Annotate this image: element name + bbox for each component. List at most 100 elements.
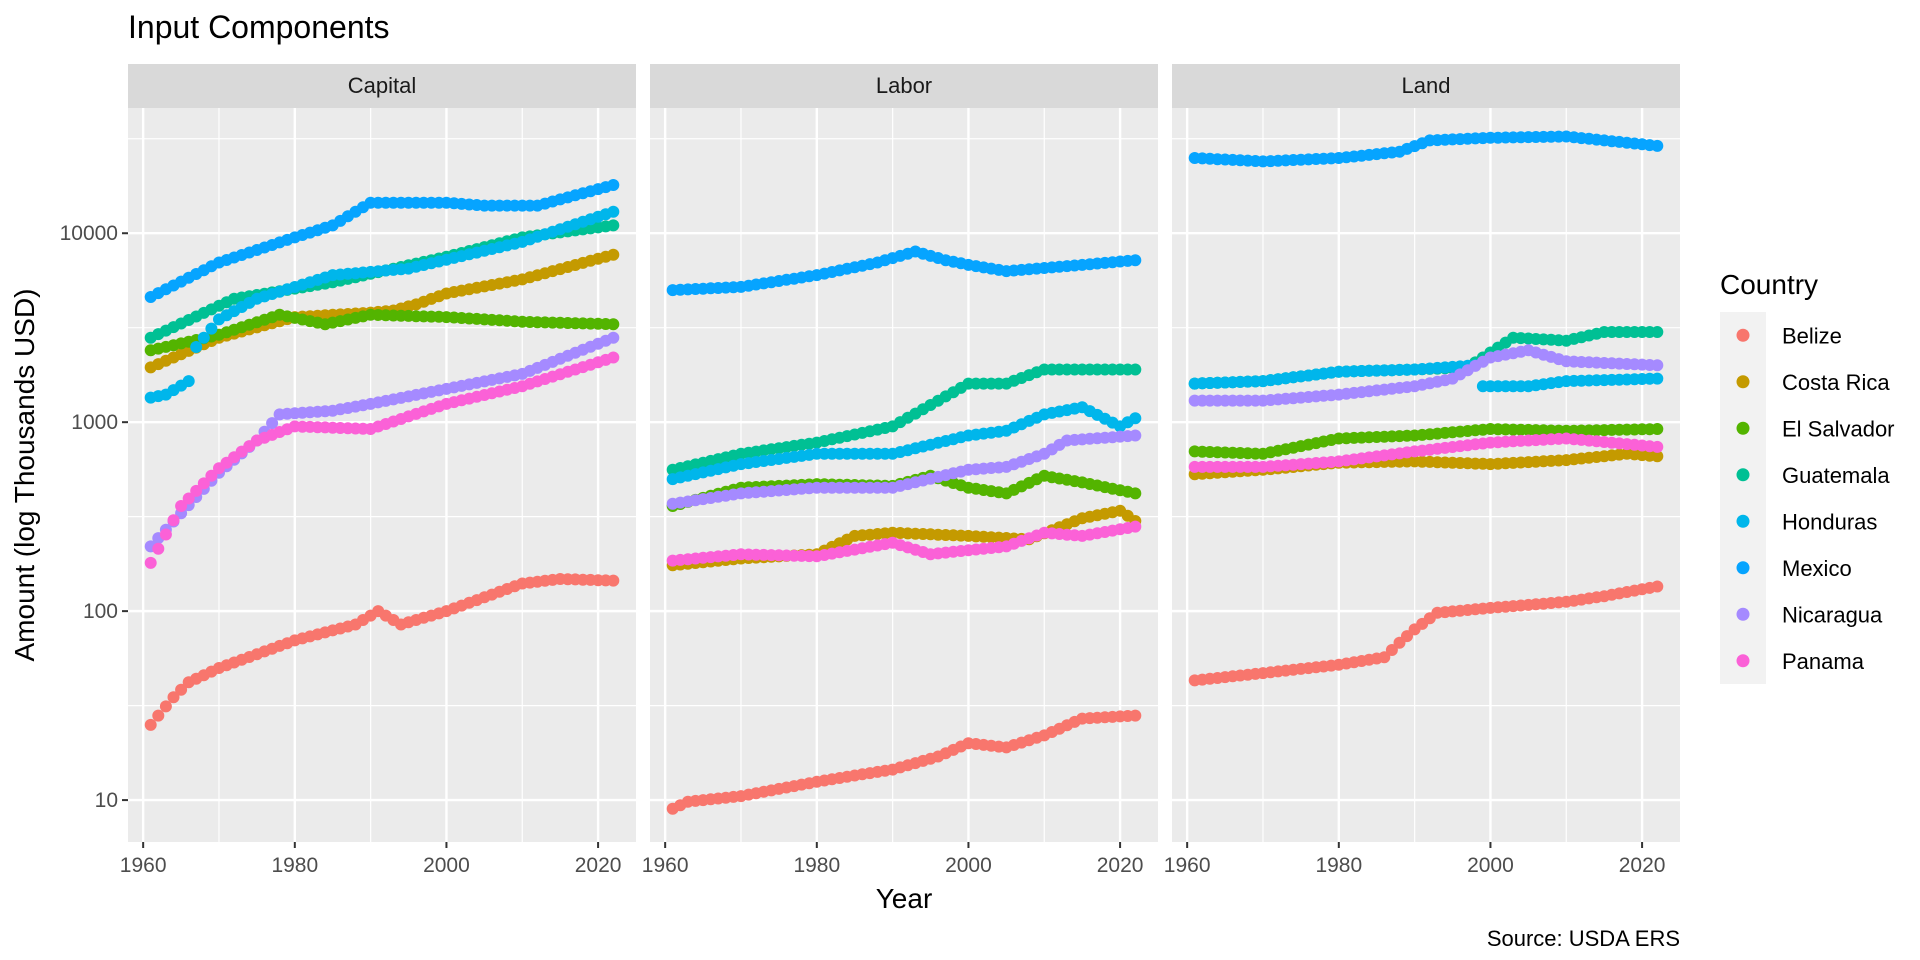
data-point — [607, 219, 620, 232]
series-honduras — [666, 401, 1142, 486]
series-panama — [1188, 432, 1664, 473]
x-tick-label: 1960 — [1164, 854, 1211, 877]
legend-key — [1736, 654, 1750, 668]
data-point — [1651, 440, 1664, 453]
data-point — [266, 417, 279, 430]
legend-key — [1736, 561, 1750, 575]
series-nicaragua — [1188, 344, 1664, 407]
legend-label: Belize — [1782, 323, 1842, 348]
legend-label: Panama — [1782, 649, 1865, 674]
data-point — [197, 331, 210, 344]
data-point — [1651, 580, 1664, 593]
x-tick-label: 1980 — [1315, 854, 1362, 877]
data-point — [159, 700, 172, 713]
legend-key — [1736, 421, 1750, 435]
data-point — [1651, 139, 1664, 152]
legend-key — [1736, 514, 1750, 528]
legend-item-costa-rica: Costa Rica — [1736, 370, 1890, 395]
data-point — [1385, 644, 1398, 656]
legend-item-belize: Belize — [1736, 323, 1842, 348]
legend-key — [1736, 328, 1750, 342]
x-tick-label: 2020 — [1097, 854, 1144, 877]
legend-item-el-salvador: El Salvador — [1736, 416, 1895, 441]
legend-label: El Salvador — [1782, 416, 1895, 441]
data-point — [152, 542, 165, 555]
legend-key-background — [1720, 312, 1766, 684]
x-tick-label: 2020 — [1619, 854, 1666, 877]
facet-strip-label: Capital — [348, 73, 416, 98]
data-point — [607, 318, 620, 331]
legend-item-nicaragua: Nicaragua — [1736, 602, 1883, 627]
data-point — [1651, 359, 1664, 372]
series-belize — [666, 709, 1142, 815]
data-point — [144, 718, 157, 731]
facet-panels: Capital 1960 1980 2000 2020 10 100 1000 10000 Lab… — [60, 64, 1680, 877]
data-point — [1129, 429, 1142, 442]
legend-key — [1736, 607, 1750, 621]
series-belize — [1188, 580, 1664, 687]
legend-item-mexico: Mexico — [1736, 556, 1852, 581]
facet-strip-label: Land — [1402, 73, 1451, 98]
legend: Country Belize Costa Rica El Salvador Guate… — [1720, 269, 1895, 684]
facet-strip-label: Labor — [876, 73, 932, 98]
data-point — [607, 248, 620, 261]
plot-background — [650, 108, 1158, 842]
data-point — [607, 574, 620, 587]
y-tick-label: 1000 — [71, 411, 118, 434]
series-mexico — [144, 179, 620, 303]
series-mexico — [1188, 130, 1664, 168]
x-tick-label: 2020 — [575, 854, 622, 877]
series-belize — [144, 573, 620, 731]
data-point — [159, 528, 172, 541]
x-tick-label: 2000 — [423, 854, 470, 877]
data-point — [607, 179, 620, 191]
data-point — [182, 375, 195, 388]
data-point — [607, 205, 620, 218]
x-tick-label: 2000 — [945, 854, 992, 877]
legend-item-guatemala: Guatemala — [1736, 463, 1890, 488]
legend-label: Costa Rica — [1782, 370, 1890, 395]
data-point — [205, 469, 218, 482]
data-point — [1129, 254, 1142, 267]
data-point — [205, 322, 218, 335]
data-point — [1651, 326, 1664, 338]
y-tick-label: 10000 — [60, 222, 118, 245]
data-point — [607, 351, 620, 364]
data-point — [1129, 487, 1142, 500]
legend-key — [1736, 468, 1750, 482]
legend-key — [1736, 375, 1750, 389]
data-point — [1129, 520, 1142, 533]
y-axis-label: Amount (log Thousands USD) — [9, 289, 40, 662]
facet-strip — [650, 64, 1158, 108]
data-point — [175, 500, 188, 512]
data-point — [190, 484, 203, 497]
series-guatemala — [666, 363, 1142, 476]
legend-label: Nicaragua — [1782, 602, 1883, 627]
x-tick-label: 1960 — [120, 854, 167, 877]
facet-strip — [128, 64, 636, 108]
data-point — [167, 514, 180, 527]
x-axis-label: Year — [876, 883, 933, 914]
legend-items: Belize Costa Rica El Salvador Guatemala Hond… — [1736, 323, 1895, 674]
data-point — [190, 341, 203, 353]
panel-capital: Capital 1960 1980 2000 2020 10 100 1000 10000 — [60, 64, 636, 877]
legend-label: Guatemala — [1782, 463, 1890, 488]
data-point — [1378, 651, 1391, 664]
series-nicaragua — [666, 429, 1142, 510]
legend-label: Mexico — [1782, 556, 1852, 581]
x-tick-label: 1960 — [642, 854, 689, 877]
legend-label: Honduras — [1782, 509, 1877, 534]
legend-item-honduras: Honduras — [1736, 509, 1877, 534]
data-point — [1129, 412, 1142, 425]
series-panama — [666, 520, 1142, 567]
legend-title: Country — [1720, 269, 1818, 300]
panel-labor: Labor 1960 1980 2000 2020 — [642, 64, 1158, 877]
legend-item-panama: Panama — [1736, 649, 1865, 674]
series-panama — [144, 351, 620, 569]
data-point — [144, 556, 157, 569]
data-point — [1651, 372, 1664, 385]
panel-land: Land 1960 1980 2000 2020 — [1164, 64, 1680, 877]
data-point — [152, 709, 165, 722]
data-point — [1129, 363, 1142, 376]
